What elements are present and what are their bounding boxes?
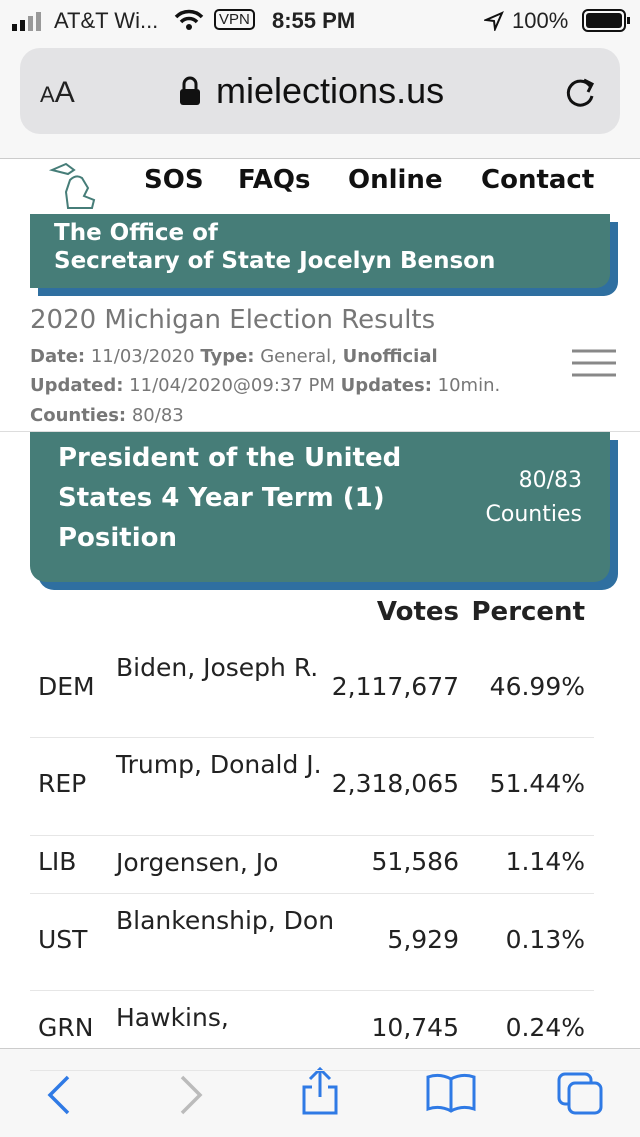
forward-button[interactable] — [176, 1073, 206, 1117]
value: 10min. — [437, 375, 501, 396]
meta-line: Date: 11/03/2020 Type: General, Unoffici… — [30, 346, 438, 367]
office-banner: The Office of Secretary of State Jocelyn… — [30, 214, 610, 288]
battery-percent: 100% — [512, 8, 569, 33]
value: 11/03/2020 — [90, 346, 195, 367]
meta-line: Counties: 80/83 — [30, 405, 184, 426]
browser-toolbar — [0, 1048, 640, 1137]
nav-link[interactable]: SOS — [144, 165, 204, 195]
votes: 2,117,677 — [331, 671, 459, 701]
label: Updates: — [340, 375, 432, 396]
party: REP — [38, 769, 87, 798]
percent: 0.13% — [505, 924, 585, 954]
percent: 51.44% — [489, 769, 585, 798]
candidate: Biden, Joseph R. — [116, 653, 319, 682]
result-row: GRN Hawkins, 10,745 0.24% — [30, 990, 594, 1071]
tabs-button[interactable] — [556, 1071, 606, 1117]
result-row: DEM Biden, Joseph R. 2,117,677 46.99% — [30, 640, 594, 738]
nav-link[interactable]: Contact — [481, 165, 595, 195]
bookmarks-button[interactable] — [424, 1071, 478, 1115]
percent: 46.99% — [489, 671, 585, 701]
column-header: Votes — [376, 597, 459, 627]
menu-icon[interactable] — [570, 348, 618, 378]
location-icon — [484, 11, 504, 31]
votes: 5,929 — [387, 924, 459, 954]
result-row: UST Blankenship, Don 5,929 0.13% — [30, 893, 594, 991]
party: UST — [38, 924, 88, 954]
party: LIB — [38, 847, 77, 876]
result-row: LIB Jorgensen, Jo 51,586 1.14% — [30, 835, 594, 894]
divider — [0, 431, 640, 432]
candidate: Blankenship, Don — [116, 906, 335, 935]
michigan-logo — [48, 162, 96, 209]
label: Date: — [30, 346, 86, 367]
signal-icon — [12, 12, 41, 31]
vpn-badge: VPN — [214, 9, 255, 30]
label: Type: — [200, 346, 255, 367]
battery-icon — [582, 9, 630, 32]
label: Counties: — [30, 405, 127, 426]
contest-counties: 80/83 — [518, 468, 582, 493]
percent: 1.14% — [505, 847, 585, 876]
candidate: Hawkins, — [116, 1003, 229, 1032]
result-row: REP Trump, Donald J. 2,318,065 51.44% — [30, 737, 594, 836]
clock: 8:55 PM — [272, 8, 356, 33]
reload-icon[interactable] — [564, 76, 598, 110]
column-header: Percent — [471, 597, 586, 627]
banner-line: The Office of — [54, 220, 218, 246]
contest-title: President of the United States 4 Year Te… — [58, 443, 402, 553]
party: DEM — [38, 671, 95, 701]
percent: 0.24% — [505, 1013, 585, 1042]
share-button[interactable] — [298, 1065, 342, 1117]
contest-counties-label: Counties — [485, 502, 582, 527]
text-size-button[interactable]: AA — [40, 76, 75, 109]
value: 11/04/2020@09:37 PM — [129, 375, 335, 396]
party: GRN — [38, 1013, 94, 1042]
candidate: Jorgensen, Jo — [116, 848, 279, 877]
votes: 2,318,065 — [331, 769, 459, 798]
label: Updated: — [30, 375, 124, 396]
wifi-icon — [174, 9, 204, 30]
banner-line: Secretary of State Jocelyn Benson — [54, 248, 496, 274]
value: 80/83 — [131, 405, 184, 426]
url[interactable]: mielections.us — [216, 70, 445, 111]
results-title: 2020 Michigan Election Results — [30, 305, 436, 335]
meta-line: Updated: 11/04/2020@09:37 PM Updates: 10… — [30, 375, 500, 396]
address-bar[interactable]: AA mielections.us — [20, 48, 620, 134]
nav-link[interactable]: FAQs — [238, 165, 311, 195]
value: General, — [260, 346, 337, 367]
contest-header: President of the United States 4 Year Te… — [30, 432, 610, 582]
carrier: AT&T Wi... — [54, 8, 159, 33]
back-button[interactable] — [44, 1073, 74, 1117]
lock-icon — [180, 76, 200, 105]
status-bar: AT&T Wi... VPN 8:55 PM 100% — [0, 0, 640, 44]
votes: 51,586 — [371, 847, 459, 876]
status: Unofficial — [342, 346, 438, 367]
nav-link[interactable]: Online — [348, 165, 443, 195]
candidate: Trump, Donald J. — [116, 750, 322, 779]
votes: 10,745 — [371, 1013, 459, 1042]
